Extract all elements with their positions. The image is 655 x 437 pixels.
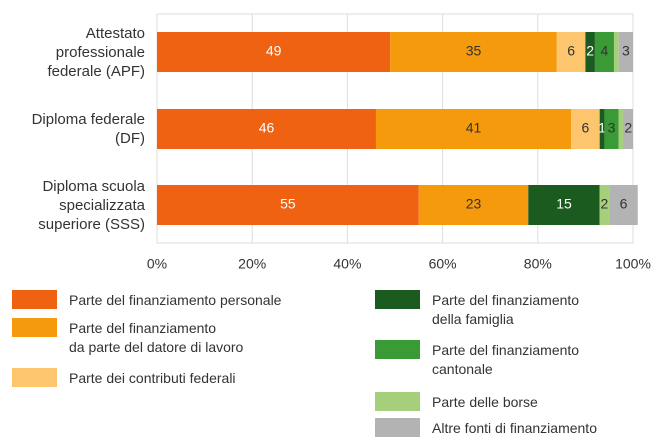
legend-swatch — [375, 290, 420, 309]
bar-segment — [609, 185, 638, 225]
legend-label: Parte del finanziamento personale — [69, 292, 282, 308]
data-label: 6 — [567, 43, 575, 59]
bar-segment — [618, 109, 624, 149]
x-tick-label: 60% — [429, 256, 457, 272]
category-label: Diploma scuola specializzata superiore (… — [38, 177, 145, 233]
bar-segment — [613, 32, 619, 72]
bar-segment — [585, 32, 595, 72]
x-tick-label: 80% — [524, 256, 552, 272]
legend-swatch — [375, 340, 420, 359]
data-label: 41 — [466, 120, 482, 136]
legend-label: Parte del finanziamento cantonale — [432, 342, 580, 377]
bar-segment — [375, 109, 572, 149]
data-label: 4 — [601, 43, 609, 59]
x-tick-label: 0% — [147, 256, 167, 272]
bar-segment — [157, 32, 391, 72]
data-label: 2 — [601, 196, 609, 212]
data-label: 1 — [598, 120, 606, 136]
x-tick-label: 40% — [333, 256, 361, 272]
legend-label: Parte del finanziamento della famiglia — [432, 292, 580, 327]
category-label: Diploma federale (DF) — [31, 111, 145, 147]
bar-segment — [599, 185, 610, 225]
bar-segment — [604, 109, 619, 149]
bar-segment — [390, 32, 557, 72]
data-label: 3 — [622, 43, 630, 59]
category-label: Attestato professionale federale (APF) — [47, 24, 145, 80]
legend-swatch — [12, 290, 57, 309]
bar-segment — [528, 185, 600, 225]
bar-segment — [157, 109, 376, 149]
data-label: 46 — [259, 120, 275, 136]
legend-swatch — [12, 318, 57, 337]
data-label: 6 — [582, 120, 590, 136]
data-label: 15 — [556, 196, 572, 212]
legend-label: Parte del finanziamento da parte del dat… — [69, 320, 244, 355]
bar-segment — [556, 32, 586, 72]
legend-swatch — [375, 418, 420, 437]
bar-segment — [418, 185, 529, 225]
bar-segment — [594, 32, 614, 72]
data-label: 6 — [620, 196, 628, 212]
x-tick-label: 20% — [238, 256, 266, 272]
legend-swatch — [12, 368, 57, 387]
bar-segment — [599, 109, 605, 149]
legend-label: Altre fonti di finanziamento — [432, 420, 597, 436]
legend-label: Parte delle borse — [432, 394, 538, 410]
bar-segment — [623, 109, 633, 149]
bar-segment — [571, 109, 600, 149]
data-label: 3 — [608, 120, 616, 136]
bar-segment — [618, 32, 633, 72]
data-label: 35 — [466, 43, 482, 59]
bar-segment — [157, 185, 419, 225]
data-label: 49 — [266, 43, 282, 59]
legend-swatch — [375, 392, 420, 411]
data-label: 23 — [466, 196, 482, 212]
data-label: 2 — [586, 43, 594, 59]
data-label: 2 — [624, 120, 632, 136]
x-tick-label: 100% — [615, 256, 651, 272]
legend-label: Parte dei contributi federali — [69, 370, 236, 386]
data-label: 55 — [280, 196, 296, 212]
